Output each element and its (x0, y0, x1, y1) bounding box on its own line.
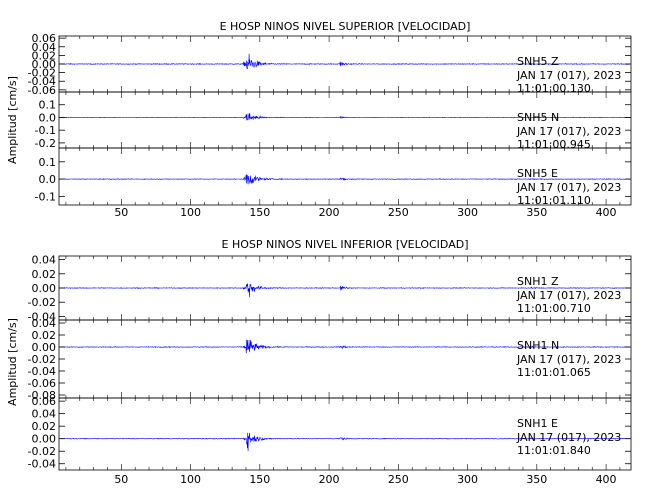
date-label: JAN 17 (017), 2023 (516, 125, 621, 138)
y-tick-label: 0.04 (32, 41, 57, 54)
y-tick-label: -0.02 (28, 353, 56, 366)
date-label: JAN 17 (017), 2023 (516, 69, 621, 82)
seismic-trace-line (60, 283, 630, 298)
chart-title: E HOSP NINOS NIVEL SUPERIOR [VELOCIDAD] (220, 20, 471, 33)
x-tick-label: 300 (457, 206, 478, 219)
x-tick-label: 50 (114, 473, 128, 486)
time-label: 11:01:01.110 (517, 194, 591, 207)
y-tick-label: 0.1 (39, 156, 57, 169)
x-tick-label: 50 (114, 206, 128, 219)
x-tick-label: 100 (180, 206, 201, 219)
y-tick-label: 0.02 (32, 268, 57, 281)
station-component-label: SNH5 N (517, 111, 559, 124)
y-tick-label: 0.1 (39, 99, 57, 112)
y-tick-label: 0.0 (39, 173, 57, 186)
y-tick-label: -0.1 (35, 190, 56, 203)
seismic-trace-line (60, 339, 630, 354)
y-tick-label: 0.00 (32, 282, 57, 295)
seismic-trace-line (60, 174, 630, 185)
y-tick-label: 0.04 (32, 317, 57, 330)
date-label: JAN 17 (017), 2023 (516, 353, 621, 366)
y-tick-label: 0.0 (39, 111, 57, 124)
date-label: JAN 17 (017), 2023 (516, 181, 621, 194)
y-tick-label: 0.06 (32, 395, 57, 408)
y-tick-label: -0.06 (28, 84, 56, 97)
y-tick-label: 0.02 (32, 420, 57, 433)
date-label: JAN 17 (017), 2023 (516, 431, 621, 444)
y-axis-label: Amplitud [cm/s] (6, 76, 19, 164)
y-tick-label: -0.2 (35, 137, 56, 150)
panel-frame (58, 397, 632, 471)
y-tick-label: 0.00 (32, 58, 57, 71)
x-tick-label: 250 (388, 473, 409, 486)
y-tick-label: 0.04 (32, 254, 57, 267)
date-label: JAN 17 (017), 2023 (516, 289, 621, 302)
station-component-label: SNH1 E (517, 417, 558, 430)
y-tick-label: 0.02 (32, 329, 57, 342)
chart-title: E HOSP NINOS NIVEL INFERIOR [VELOCIDAD] (222, 238, 469, 251)
y-tick-label: -0.1 (35, 124, 56, 137)
time-label: 11:01:00.710 (517, 302, 591, 315)
chart-2: E HOSP NINOS NIVEL INFERIOR [VELOCIDAD] A… (6, 238, 632, 486)
y-tick-label: -0.04 (28, 458, 56, 471)
panel-frame (58, 147, 632, 206)
y-tick-label: -0.08 (28, 389, 56, 402)
x-tick-label: 200 (319, 206, 340, 219)
station-component-label: SNH5 E (517, 167, 558, 180)
chart-1: E HOSP NINOS NIVEL SUPERIOR [VELOCIDAD] A… (6, 20, 632, 219)
y-tick-label: 0.00 (32, 433, 57, 446)
x-tick-label: 350 (526, 206, 547, 219)
y-tick-label: -0.02 (28, 296, 56, 309)
seismic-trace-line (60, 53, 630, 70)
y-tick-label: 0.00 (32, 341, 57, 354)
station-component-label: SNH1 N (517, 339, 559, 352)
time-label: 11:01:00.945 (517, 138, 591, 151)
y-tick-label: 0.02 (32, 49, 57, 62)
trace-panel-snh5-z: 0.060.040.020.00-0.02-0.04-0.06 SNH5 ZJAN… (28, 32, 632, 97)
y-tick-label: -0.06 (28, 377, 56, 390)
y-tick-label: -0.04 (28, 365, 56, 378)
x-tick-label: 100 (180, 473, 201, 486)
x-tick-label: 250 (388, 206, 409, 219)
seismic-trace-line (60, 113, 630, 121)
time-label: 11:01:01.840 (517, 444, 591, 457)
y-tick-label: 0.04 (32, 408, 57, 421)
station-component-label: SNH1 Z (517, 275, 559, 288)
y-tick-label: -0.02 (28, 445, 56, 458)
y-axis-label: Amplitud [cm/s] (6, 318, 19, 406)
seismic-trace-line (60, 432, 630, 452)
y-tick-label: -0.02 (28, 67, 56, 80)
y-tick-label: -0.04 (28, 75, 56, 88)
trace-panel-snh1-n: 0.040.020.00-0.02-0.04-0.06-0.08 SNH1 NJA… (28, 317, 632, 402)
x-tick-label: 300 (457, 473, 478, 486)
y-tick-label: 0.06 (32, 32, 57, 45)
x-tick-label: 400 (596, 206, 617, 219)
x-tick-label: 150 (249, 206, 270, 219)
x-tick-label: 350 (526, 473, 547, 486)
station-component-label: SNH5 Z (517, 55, 559, 68)
time-label: 11:01:01.065 (517, 366, 591, 379)
x-tick-label: 400 (596, 473, 617, 486)
y-tick-label: -0.04 (28, 310, 56, 323)
x-tick-label: 200 (319, 473, 340, 486)
x-tick-label: 150 (249, 473, 270, 486)
time-label: 11:01:00.130 (517, 82, 591, 95)
